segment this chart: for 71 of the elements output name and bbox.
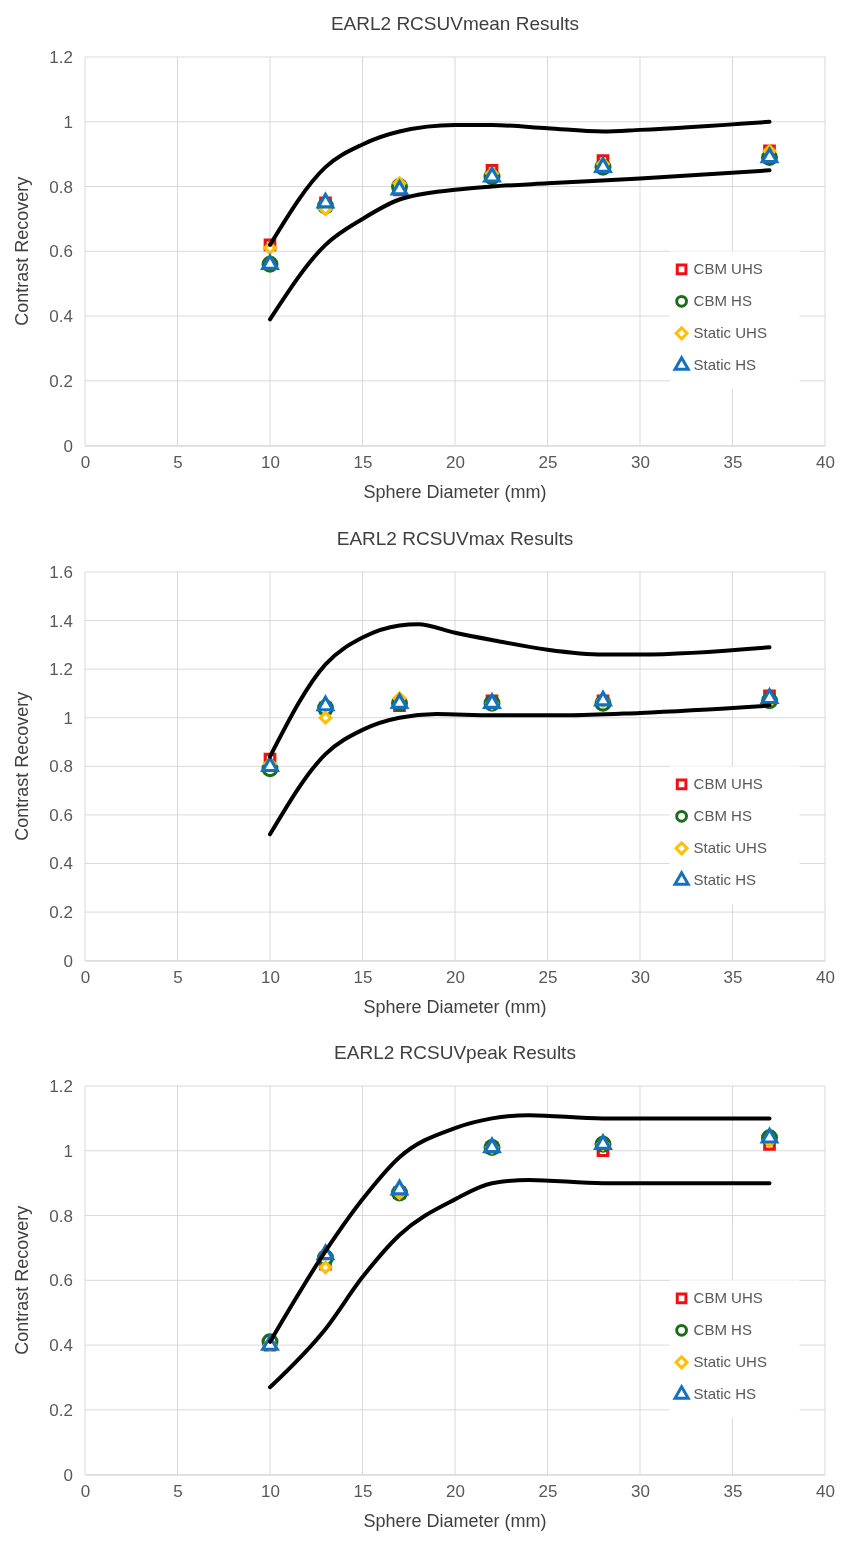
y-tick-label: 0.6 xyxy=(49,805,73,825)
legend-label: Static UHS xyxy=(693,324,767,342)
y-tick-label: 0.6 xyxy=(49,1271,73,1291)
x-tick-label: 25 xyxy=(538,452,558,472)
y-tick-label: 0 xyxy=(63,1465,73,1485)
y-tick-label: 0.8 xyxy=(49,177,73,197)
x-tick-label: 35 xyxy=(723,1482,743,1502)
y-tick-label: 0.4 xyxy=(49,307,73,327)
x-tick-label: 40 xyxy=(816,967,835,987)
x-tick-label: 30 xyxy=(631,452,650,472)
x-tick-label: 40 xyxy=(816,1482,835,1502)
x-axis-title: Sphere Diameter (mm) xyxy=(363,996,547,1017)
legend-label: CBM UHS xyxy=(693,260,763,278)
y-tick-label: 1.4 xyxy=(49,611,73,631)
x-tick-label: 25 xyxy=(538,1482,558,1502)
legend-label: Static UHS xyxy=(693,1353,767,1371)
x-tick-label: 40 xyxy=(816,452,835,472)
y-tick-label: 1 xyxy=(63,708,73,728)
y-tick-label: 0 xyxy=(63,436,73,456)
x-tick-label: 10 xyxy=(261,452,280,472)
x-tick-label: 10 xyxy=(261,1482,280,1502)
legend-label: Static HS xyxy=(693,870,757,888)
y-tick-label: 1 xyxy=(63,112,73,132)
x-tick-label: 35 xyxy=(723,452,743,472)
y-tick-label: 0.2 xyxy=(49,1401,73,1421)
x-tick-label: 20 xyxy=(446,1482,465,1502)
x-tick-label: 30 xyxy=(631,967,650,987)
y-tick-label: 0.2 xyxy=(49,902,73,922)
legend-label: Static HS xyxy=(693,1385,757,1403)
x-tick-label: 20 xyxy=(446,452,465,472)
y-tick-label: 0.4 xyxy=(49,1336,73,1356)
y-tick-label: 1.2 xyxy=(49,659,73,679)
legend-label: Static UHS xyxy=(693,838,767,856)
legend-label: CBM HS xyxy=(693,292,752,310)
legend-label: Static HS xyxy=(693,356,757,374)
x-tick-label: 15 xyxy=(353,1482,373,1502)
x-tick-label: 0 xyxy=(80,967,91,987)
x-tick-label: 30 xyxy=(631,1482,650,1502)
y-tick-label: 0.8 xyxy=(49,1206,73,1226)
x-tick-label: 35 xyxy=(723,967,743,987)
x-tick-label: 5 xyxy=(173,1482,183,1502)
y-tick-label: 0 xyxy=(63,951,73,971)
chart-title: EARL2 RCSUVmax Results xyxy=(336,527,574,549)
x-tick-label: 20 xyxy=(446,967,465,987)
y-axis-title: Contrast Recovery xyxy=(12,1206,32,1356)
y-tick-label: 0.6 xyxy=(49,242,73,262)
x-tick-label: 10 xyxy=(261,967,280,987)
y-tick-label: 0.4 xyxy=(49,854,73,874)
legend-label: CBM UHS xyxy=(693,774,763,792)
legend-label: CBM HS xyxy=(693,1321,752,1339)
x-tick-label: 5 xyxy=(173,452,183,472)
chart-title: EARL2 RCSUVmean Results xyxy=(330,13,580,34)
y-tick-label: 1.6 xyxy=(49,562,73,582)
y-axis-title: Contrast Recovery xyxy=(12,691,32,841)
y-tick-label: 1.2 xyxy=(49,47,73,67)
y-tick-label: 1.2 xyxy=(49,1077,73,1097)
y-tick-label: 0.8 xyxy=(49,756,73,776)
chart-title: EARL2 RCSUVpeak Results xyxy=(334,1042,576,1064)
legend-label: CBM UHS xyxy=(693,1289,763,1307)
x-tick-label: 0 xyxy=(80,1482,91,1502)
y-tick-label: 1 xyxy=(63,1142,73,1162)
x-axis-title: Sphere Diameter (mm) xyxy=(363,1510,547,1531)
x-tick-label: 5 xyxy=(173,967,183,987)
x-tick-label: 25 xyxy=(538,967,558,987)
x-tick-label: 15 xyxy=(353,452,373,472)
legend-label: CBM HS xyxy=(693,806,752,824)
x-tick-label: 0 xyxy=(80,452,91,472)
x-axis-title: Sphere Diameter (mm) xyxy=(363,481,547,502)
x-tick-label: 15 xyxy=(353,967,373,987)
y-axis-title: Contrast Recovery xyxy=(12,176,32,326)
y-tick-label: 0.2 xyxy=(49,371,73,391)
